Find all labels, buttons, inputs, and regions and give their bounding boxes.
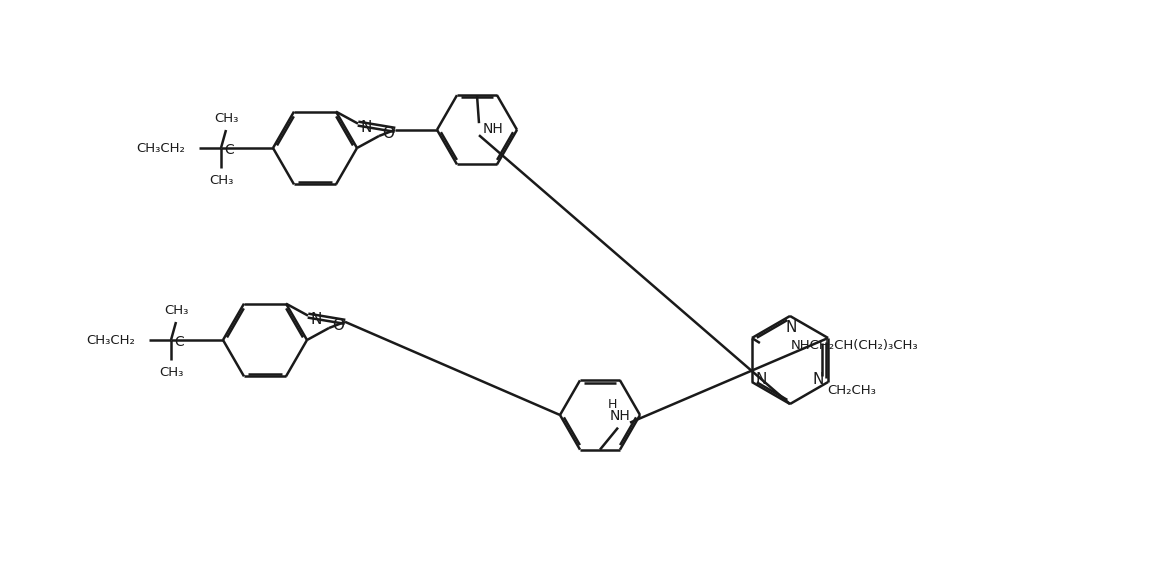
Text: CH₃CH₂: CH₃CH₂ xyxy=(87,334,135,347)
Text: NH: NH xyxy=(609,409,630,422)
Text: CH₃: CH₃ xyxy=(209,174,233,186)
Text: N: N xyxy=(360,120,372,135)
Text: NHCH₂CH(CH₂)₃CH₃: NHCH₂CH(CH₂)₃CH₃ xyxy=(792,339,919,351)
Text: CH₃: CH₃ xyxy=(164,304,188,317)
Text: N: N xyxy=(310,312,322,327)
Text: H: H xyxy=(607,398,616,411)
Text: CH₃: CH₃ xyxy=(213,111,238,125)
Text: CH₃CH₂: CH₃CH₂ xyxy=(136,141,186,155)
Text: CH₃: CH₃ xyxy=(159,365,183,379)
Text: O: O xyxy=(332,317,344,332)
Text: C: C xyxy=(174,335,183,349)
Text: C: C xyxy=(224,143,234,157)
Text: NH: NH xyxy=(482,122,503,136)
Text: N: N xyxy=(755,373,766,388)
Text: O: O xyxy=(382,126,394,141)
Text: N: N xyxy=(812,373,824,388)
Text: N: N xyxy=(786,320,796,335)
Text: CH₂CH₃: CH₂CH₃ xyxy=(827,384,876,398)
